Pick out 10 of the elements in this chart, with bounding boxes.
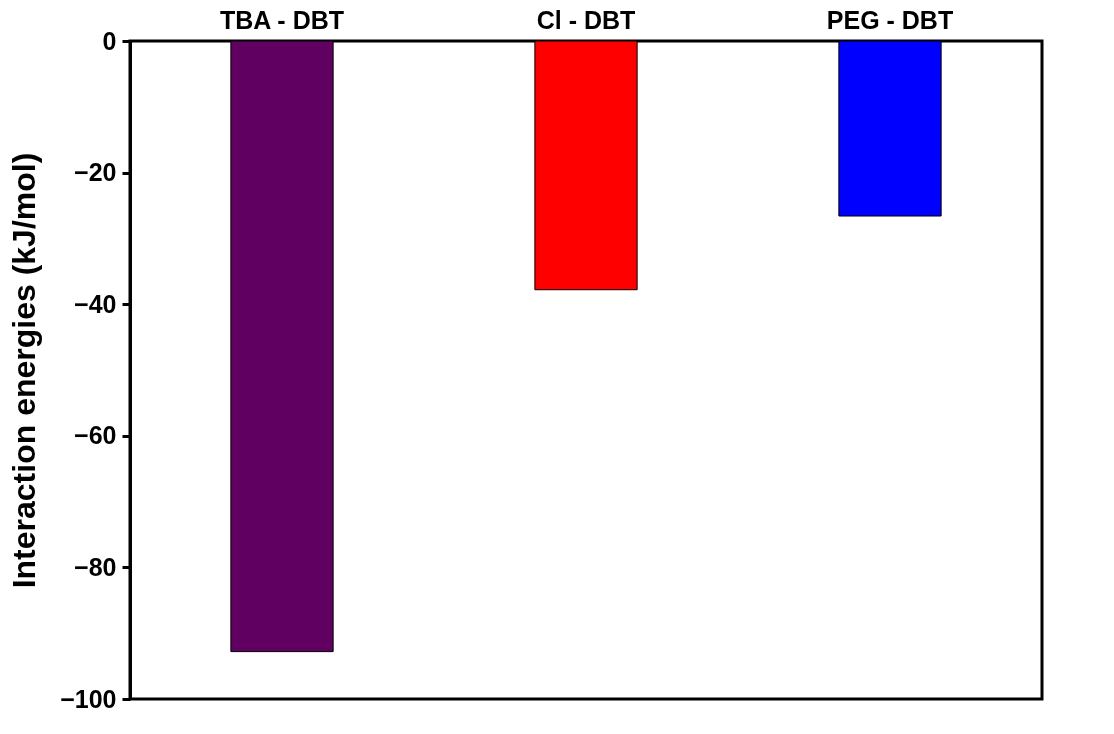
x-tick-label: PEG - DBT	[826, 5, 954, 34]
y-tick-label: −80	[74, 552, 117, 581]
y-axis-title: Interaction energies (kJ/mol)	[6, 152, 43, 589]
y-tick-label: −20	[74, 158, 117, 187]
y-tick-label: 0	[102, 26, 117, 55]
y-tick-label: −60	[74, 421, 117, 450]
y-tick-label: −100	[60, 684, 117, 713]
y-tick-label: −40	[74, 289, 117, 318]
x-tick-label: Cl - DBT	[536, 5, 636, 34]
x-tick-label: TBA - DBT	[219, 5, 345, 34]
